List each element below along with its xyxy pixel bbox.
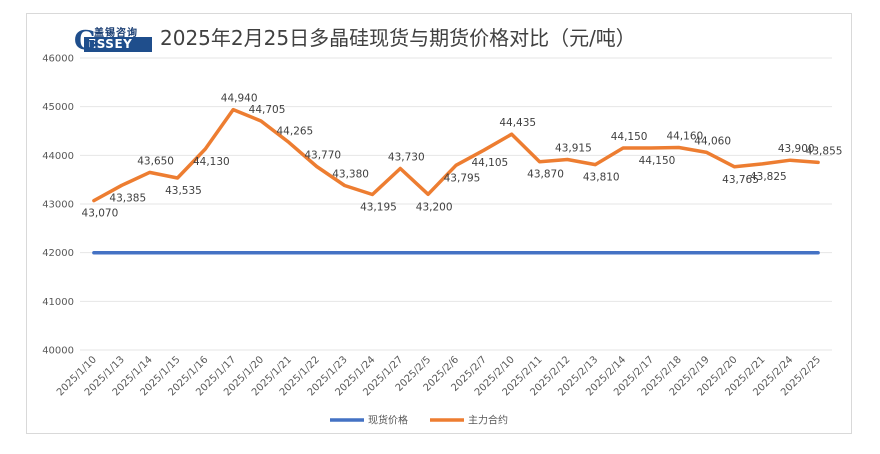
data-label: 44,265 xyxy=(277,125,314,137)
y-tick-label: 46000 xyxy=(42,54,74,65)
data-label: 44,940 xyxy=(221,93,258,105)
data-label: 43,900 xyxy=(778,143,815,155)
data-label: 43,765 xyxy=(722,174,759,186)
data-label: 44,105 xyxy=(471,157,508,169)
data-label: 44,435 xyxy=(499,117,536,129)
data-label: 44,705 xyxy=(249,104,286,116)
data-label: 44,150 xyxy=(639,155,676,167)
data-label: 43,795 xyxy=(444,172,481,184)
data-label: 43,535 xyxy=(165,185,202,197)
legend-label: 现货价格 xyxy=(368,414,408,427)
data-label: 44,150 xyxy=(611,131,648,143)
data-label: 43,650 xyxy=(137,155,174,167)
data-label: 43,915 xyxy=(555,142,592,154)
legend-label: 主力合约 xyxy=(468,414,508,427)
y-tick-label: 45000 xyxy=(42,102,74,113)
data-label: 43,870 xyxy=(527,169,564,181)
gessey-logo: 盖锡咨询 ESSEY G xyxy=(74,24,154,56)
logo-g-letter: G xyxy=(74,26,97,56)
data-label: 43,730 xyxy=(388,151,425,163)
data-label: 44,160 xyxy=(666,131,703,143)
y-tick-label: 41000 xyxy=(42,297,74,308)
y-tick-label: 42000 xyxy=(42,248,74,259)
data-label: 43,855 xyxy=(806,145,843,157)
data-label: 43,380 xyxy=(332,169,369,181)
data-label: 43,385 xyxy=(109,192,146,204)
data-label: 43,195 xyxy=(360,202,397,214)
y-tick-label: 44000 xyxy=(42,151,74,162)
data-label: 43,825 xyxy=(750,171,787,183)
y-tick-label: 40000 xyxy=(42,346,74,357)
chart-title: 2025年2月25日多晶硅现货与期货价格对比（元/吨） xyxy=(160,26,636,50)
logo-chinese-text: 盖锡咨询 xyxy=(94,28,138,39)
data-label: 43,810 xyxy=(583,172,620,184)
data-label: 43,770 xyxy=(304,150,341,162)
data-label: 43,070 xyxy=(82,208,119,220)
y-tick-label: 43000 xyxy=(42,200,74,211)
logo-bar xyxy=(84,37,152,52)
data-label: 44,060 xyxy=(694,135,731,147)
data-label: 44,130 xyxy=(193,156,230,168)
data-label: 43,200 xyxy=(416,201,453,213)
series-line-2 xyxy=(92,107,820,203)
chart-frame xyxy=(26,13,852,434)
logo-english-text: ESSEY xyxy=(88,37,133,51)
